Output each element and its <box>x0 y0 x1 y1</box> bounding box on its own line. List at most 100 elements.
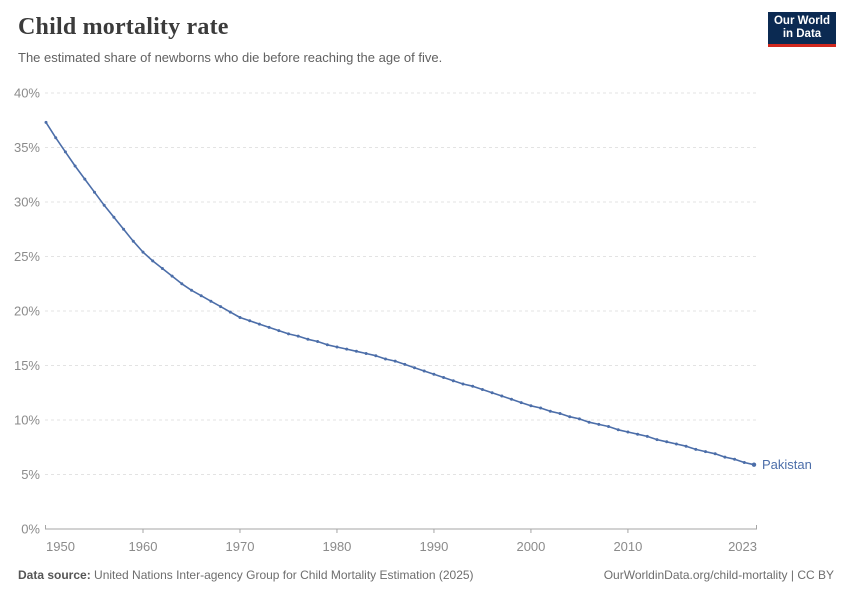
data-point[interactable] <box>63 150 67 154</box>
data-point[interactable] <box>345 347 349 351</box>
data-point[interactable] <box>568 415 572 419</box>
data-point[interactable] <box>432 372 436 376</box>
data-point[interactable] <box>616 428 620 432</box>
data-point[interactable] <box>180 282 184 286</box>
data-point[interactable] <box>316 340 320 343</box>
x-tick-label: 1990 <box>419 539 448 554</box>
data-point[interactable] <box>751 462 757 467</box>
data-point[interactable] <box>374 354 378 358</box>
data-point[interactable] <box>277 329 281 333</box>
y-tick-label: 25% <box>14 249 40 264</box>
data-point[interactable] <box>694 447 698 451</box>
data-point[interactable] <box>384 357 387 361</box>
data-point[interactable] <box>742 461 746 464</box>
data-point[interactable] <box>607 425 610 428</box>
data-point[interactable] <box>335 345 339 349</box>
series-pakistan[interactable] <box>44 120 757 467</box>
data-point[interactable] <box>684 444 688 448</box>
data-point[interactable] <box>151 259 155 263</box>
data-point[interactable] <box>160 267 164 270</box>
data-point[interactable] <box>93 190 96 194</box>
chart-footer: Data source: United Nations Inter-agency… <box>18 568 834 582</box>
data-point[interactable] <box>636 432 640 436</box>
data-point[interactable] <box>645 434 649 438</box>
data-point[interactable] <box>539 406 543 410</box>
data-point[interactable] <box>548 409 552 413</box>
data-point[interactable] <box>325 343 329 347</box>
data-point[interactable] <box>393 359 397 363</box>
data-point[interactable] <box>626 430 630 434</box>
data-point[interactable] <box>713 452 717 456</box>
data-point[interactable] <box>723 455 727 459</box>
data-point[interactable] <box>733 457 737 461</box>
y-tick-label: 35% <box>14 140 40 155</box>
chart-title: Child mortality rate <box>18 14 229 40</box>
data-point[interactable] <box>500 394 504 398</box>
data-point[interactable] <box>422 369 426 373</box>
data-point[interactable] <box>519 401 523 405</box>
data-point[interactable] <box>471 384 475 388</box>
data-source: Data source: United Nations Inter-agency… <box>18 568 474 582</box>
data-point[interactable] <box>228 310 232 314</box>
y-tick-label: 10% <box>14 413 40 428</box>
data-point[interactable] <box>704 450 707 454</box>
y-tick-label: 30% <box>14 195 40 210</box>
data-point[interactable] <box>674 442 678 446</box>
y-tick-label: 5% <box>21 467 40 482</box>
data-point[interactable] <box>529 404 533 408</box>
data-point[interactable] <box>490 391 494 395</box>
data-point[interactable] <box>73 164 77 168</box>
owid-logo-line2: in Data <box>782 28 822 40</box>
data-point[interactable] <box>597 422 601 426</box>
data-point[interactable] <box>267 325 271 329</box>
x-tick-label: 1960 <box>129 539 158 554</box>
data-point[interactable] <box>287 332 290 336</box>
data-point[interactable] <box>461 382 465 386</box>
series-line[interactable] <box>45 121 755 466</box>
data-point[interactable] <box>170 274 174 278</box>
data-point[interactable] <box>219 305 223 309</box>
data-point[interactable] <box>354 349 358 353</box>
data-point[interactable] <box>510 397 513 401</box>
data-point[interactable] <box>403 362 407 366</box>
y-tick-label: 0% <box>21 522 40 537</box>
owid-logo-line1: Our World <box>773 15 830 27</box>
data-point[interactable] <box>44 120 48 124</box>
data-point[interactable] <box>141 250 145 254</box>
data-point[interactable] <box>413 366 416 370</box>
y-tick-label: 40% <box>14 86 40 101</box>
data-source-text: United Nations Inter-agency Group for Ch… <box>90 568 474 582</box>
data-point[interactable] <box>665 440 669 444</box>
owid-logo[interactable]: Our World in Data <box>768 12 836 47</box>
data-point[interactable] <box>442 376 446 379</box>
data-point[interactable] <box>190 288 193 292</box>
data-point[interactable] <box>655 438 659 442</box>
entity-label: Pakistan <box>762 457 812 472</box>
data-point[interactable] <box>83 177 87 181</box>
x-tick-label: 1980 <box>322 539 351 554</box>
y-tick-label: 15% <box>14 358 40 373</box>
data-point[interactable] <box>587 420 591 424</box>
data-point[interactable] <box>248 319 252 323</box>
data-point[interactable] <box>364 352 368 355</box>
data-point[interactable] <box>558 412 562 415</box>
data-source-label: Data source: <box>18 568 91 582</box>
data-point[interactable] <box>199 294 203 298</box>
data-point[interactable] <box>577 417 581 421</box>
data-point[interactable] <box>238 316 242 319</box>
license-link[interactable]: OurWorldinData.org/child-mortality | CC … <box>603 568 834 582</box>
data-point[interactable] <box>306 337 310 341</box>
data-point[interactable] <box>209 299 213 303</box>
data-point[interactable] <box>131 239 135 243</box>
x-tick-label: 1950 <box>46 539 75 554</box>
data-point[interactable] <box>102 203 106 207</box>
data-point[interactable] <box>451 379 455 383</box>
data-point[interactable] <box>122 227 126 231</box>
data-point[interactable] <box>296 334 300 338</box>
data-point[interactable] <box>257 322 261 326</box>
x-tick-label: 2010 <box>613 539 642 554</box>
data-point[interactable] <box>480 388 484 391</box>
data-point[interactable] <box>112 215 116 219</box>
data-point[interactable] <box>54 136 58 140</box>
